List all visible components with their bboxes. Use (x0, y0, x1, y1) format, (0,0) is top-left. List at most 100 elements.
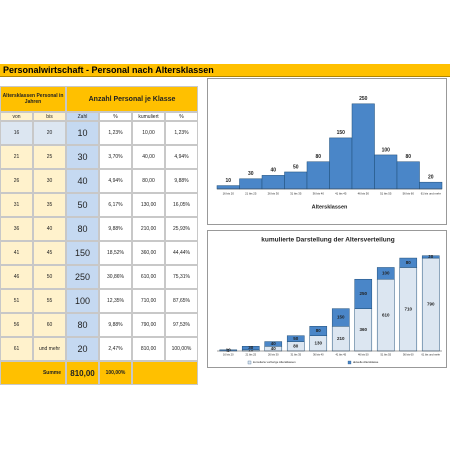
value-label: 30 (248, 171, 254, 177)
bar-segment (264, 341, 283, 347)
table-cell: 2,47% (99, 337, 132, 361)
value-label: 130 (314, 341, 322, 346)
table-cell: 1,23% (99, 121, 132, 145)
x-tick-label: 61 bis und mehr (421, 353, 440, 357)
value-label: 10 (225, 178, 231, 184)
table-cell: 20 (33, 121, 66, 145)
bar (306, 161, 330, 190)
table-cell: und mehr (33, 337, 66, 361)
value-label: 80 (405, 154, 411, 160)
column-header: bis (33, 112, 66, 121)
table-cell: 360,00 (132, 241, 165, 265)
table-cell: 61 (0, 337, 33, 361)
x-tick-label: 31 bis 35 (290, 192, 302, 196)
value-label: 250 (359, 96, 368, 102)
table-cell: 55 (33, 289, 66, 313)
table-cell: 75,31% (165, 265, 198, 289)
bar (374, 154, 398, 190)
bar-segment (354, 278, 373, 309)
table-cell: 40 (33, 217, 66, 241)
value-label: 80 (316, 328, 322, 333)
table-cell: 26 (0, 169, 33, 193)
column-header: Zahl (66, 112, 99, 121)
column-header: % (165, 112, 198, 121)
x-tick-label: 41 bis 45 (335, 353, 346, 357)
table-cell: 18,52% (99, 241, 132, 265)
table-cell: 30,86% (99, 265, 132, 289)
table-cell: 25,93% (165, 217, 198, 241)
table-cell: 80 (66, 313, 99, 337)
table-cell: 51 (0, 289, 33, 313)
value-label: 610 (382, 312, 390, 317)
table-cell: 97,53% (165, 313, 198, 337)
column-header: kumuliert (132, 112, 165, 121)
table-cell: 20 (66, 337, 99, 361)
value-label: 100 (382, 271, 390, 276)
bar (239, 178, 263, 190)
x-tick-label: 56 bis 60 (403, 192, 415, 196)
total-label: Summe (0, 361, 66, 385)
table-cell: 790,00 (132, 313, 165, 337)
value-label: 80 (293, 343, 299, 348)
bar-segment (399, 257, 418, 268)
table-cell: 150 (66, 241, 99, 265)
table-cell: 50 (33, 265, 66, 289)
table-cell: 40 (66, 169, 99, 193)
table-cell: 56 (0, 313, 33, 337)
bar-segment (376, 267, 395, 280)
title-bar: Personalwirtschaft - Personal nach Alter… (0, 64, 450, 77)
table-cell: 36 (0, 217, 33, 241)
table-cell: 30 (33, 169, 66, 193)
table-cell: 610,00 (132, 265, 165, 289)
x-tick-label: 56 bis 60 (403, 353, 414, 357)
x-tick-label: 51 bis 55 (380, 192, 392, 196)
group-header: Altersklassen Personal in Jahren (0, 86, 66, 112)
table-cell: 9,88% (165, 169, 198, 193)
value-label: 30 (248, 345, 254, 350)
table-cell: 1,23% (165, 121, 198, 145)
legend-label: kumulierte vorherige Altersklassen (253, 360, 296, 364)
value-label: 790 (427, 302, 435, 307)
table-cell: 130,00 (132, 193, 165, 217)
table-cell: 80 (66, 217, 99, 241)
value-label: 360 (359, 327, 367, 332)
table-cell: 10,00 (132, 121, 165, 145)
table-cell: 810,00 (132, 337, 165, 361)
x-tick-label: 26 bis 30 (268, 353, 279, 357)
x-tick-label: 41 bis 45 (335, 192, 347, 196)
column-header: von (0, 112, 33, 121)
table-cell: 6,17% (99, 193, 132, 217)
table-cell: 9,88% (99, 313, 132, 337)
value-label: 40 (270, 168, 276, 174)
table-cell: 4,94% (165, 145, 198, 169)
table-cell: 40,00 (132, 145, 165, 169)
bar (329, 137, 353, 190)
table-cell: 31 (0, 193, 33, 217)
table-cell: 30 (66, 145, 99, 169)
histogram-chart: 10 16 bis 20 30 21 bis 25 40 26 bis 30 50 31 bi… (207, 78, 447, 225)
table-cell: 16 (0, 121, 33, 145)
value-label: 40 (271, 341, 277, 346)
value-label: 710 (404, 306, 412, 311)
value-label: 100 (382, 147, 391, 153)
value-label: 150 (337, 315, 345, 320)
x-tick-label: 31 bis 35 (290, 353, 301, 357)
value-label: 20 (428, 175, 434, 181)
value-label: 10 (226, 348, 232, 353)
table-cell: 45 (33, 241, 66, 265)
bar-segment (331, 308, 350, 327)
column-header: % (99, 112, 132, 121)
x-tick-label: 21 bis 25 (245, 192, 257, 196)
x-axis-title: Altersklassen (312, 204, 348, 210)
bar-segment (286, 335, 305, 342)
value-label: 20 (428, 254, 434, 259)
value-label: 80 (406, 260, 412, 265)
value-label: 50 (293, 336, 299, 341)
value-label: 80 (315, 154, 321, 160)
table-cell: 16,05% (165, 193, 198, 217)
table-cell: 3,70% (99, 145, 132, 169)
bar-segment (421, 255, 440, 259)
bar (261, 175, 285, 190)
table-cell: 100,00% (165, 337, 198, 361)
